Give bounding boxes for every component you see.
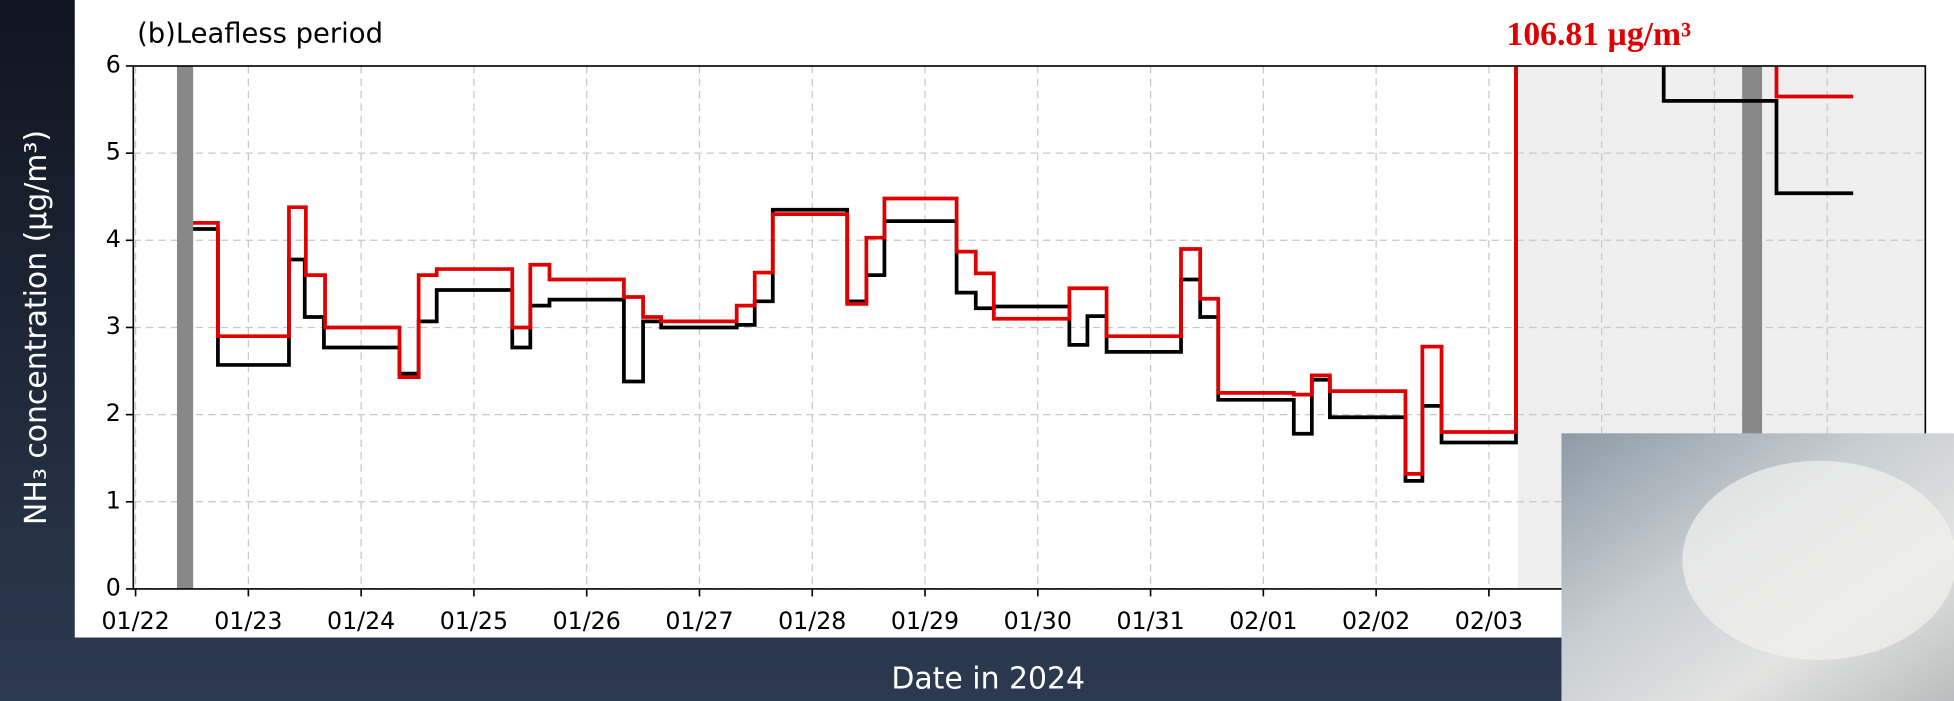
x-tick-label: 02/03 xyxy=(1455,607,1523,635)
x-tick-label: 01/24 xyxy=(327,607,395,635)
y-axis-label: NH₃ concentration (µg/m³) xyxy=(19,130,54,525)
photo-smoke xyxy=(1682,460,1954,660)
x-tick-label: 01/28 xyxy=(778,607,846,635)
x-tick-label: 01/26 xyxy=(553,607,621,635)
x-tick-label: 01/31 xyxy=(1116,607,1184,635)
x-tick-label: 01/25 xyxy=(440,607,508,635)
x-tick-label: 01/29 xyxy=(891,607,959,635)
y-tick-label: 0 xyxy=(106,573,121,601)
y-tick-label: 4 xyxy=(106,225,121,253)
x-tick-label: 01/23 xyxy=(214,607,282,635)
x-tick-label: 01/22 xyxy=(101,607,169,635)
x-tick-label: 01/30 xyxy=(1004,607,1072,635)
y-tick-label: 2 xyxy=(106,399,121,427)
plot-lines xyxy=(193,65,1854,483)
x-tick-label: 01/27 xyxy=(665,607,733,635)
y-tick-label: 3 xyxy=(106,312,121,340)
x-tick-label: 02/02 xyxy=(1342,607,1410,635)
y-tick-label: 6 xyxy=(106,50,121,78)
series-line xyxy=(193,65,1854,483)
series-line xyxy=(193,65,1854,476)
annotation: 106.81 µg/m³ xyxy=(1507,16,1692,53)
y-tick-label: 5 xyxy=(106,138,121,166)
x-tick-label: 02/01 xyxy=(1229,607,1297,635)
y-tick-label: 1 xyxy=(106,486,121,514)
chart-title: (b)Leafless period xyxy=(137,18,383,49)
x-axis-label: Date in 2024 xyxy=(891,661,1085,696)
gap-bar xyxy=(176,65,194,589)
